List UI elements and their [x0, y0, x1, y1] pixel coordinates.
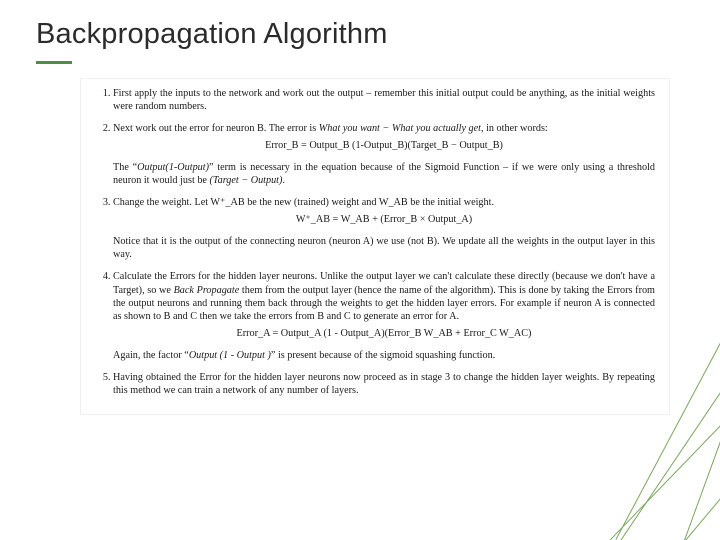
step-4-b: Back Propagate — [174, 285, 240, 296]
step-2-text-c: , in other words: — [481, 123, 548, 134]
equation-2: W⁺_AB = W_AB + (Error_B × Output_A) — [113, 213, 655, 226]
step-4: Calculate the Errors for the hidden laye… — [113, 270, 655, 339]
deco-line — [564, 430, 720, 540]
equation-1: Error_B = Output_B (1-Output_B)(Target_B… — [113, 139, 655, 152]
note-1-d: (Target − Output) — [210, 175, 283, 186]
note-1-b: Output(1-Output) — [137, 162, 209, 173]
step-2-text-a: Next work out the error for neuron B. Th… — [113, 123, 319, 134]
note-3: Again, the factor “Output (1 - Output )”… — [113, 349, 655, 362]
step-3-text: Change the weight. Let W⁺_AB be the new … — [113, 197, 494, 208]
title-underline — [36, 61, 72, 64]
step-2-em: What you want − What you actually get — [319, 123, 481, 134]
step-1-text: First apply the inputs to the network an… — [113, 88, 655, 112]
note-1: The “Output(1-Output)” term is necessary… — [113, 161, 655, 187]
note-1-a: The “ — [113, 162, 137, 173]
note-3-a: Again, the factor “ — [113, 350, 189, 361]
note-3-c: ” is present because of the sigmoid squa… — [271, 350, 495, 361]
content-box: First apply the inputs to the network an… — [80, 78, 670, 415]
step-2: Next work out the error for neuron B. Th… — [113, 122, 655, 152]
step-5-text: Having obtained the Error for the hidden… — [113, 372, 655, 396]
slide: Backpropagation Algorithm First apply th… — [0, 0, 720, 540]
note-1-e: . — [282, 175, 285, 186]
equation-3: Error_A = Output_A (1 - Output_A)(Error_… — [113, 327, 655, 340]
step-3: Change the weight. Let W⁺_AB be the new … — [113, 196, 655, 226]
step-1: First apply the inputs to the network an… — [113, 87, 655, 113]
note-3-b: Output (1 - Output ) — [189, 350, 271, 361]
step-5: Having obtained the Error for the hidden… — [113, 371, 655, 397]
note-2: Notice that it is the output of the conn… — [113, 235, 655, 261]
page-title: Backpropagation Algorithm — [36, 18, 684, 51]
